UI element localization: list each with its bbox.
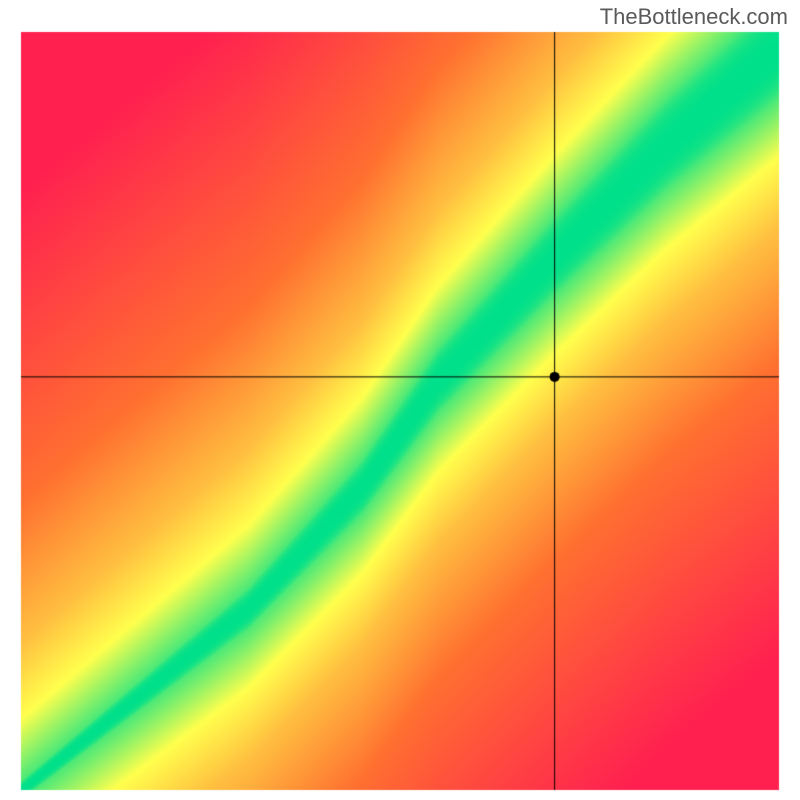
watermark-text: TheBottleneck.com [600, 4, 788, 30]
chart-container: TheBottleneck.com [0, 0, 800, 800]
bottleneck-heatmap [0, 0, 800, 800]
